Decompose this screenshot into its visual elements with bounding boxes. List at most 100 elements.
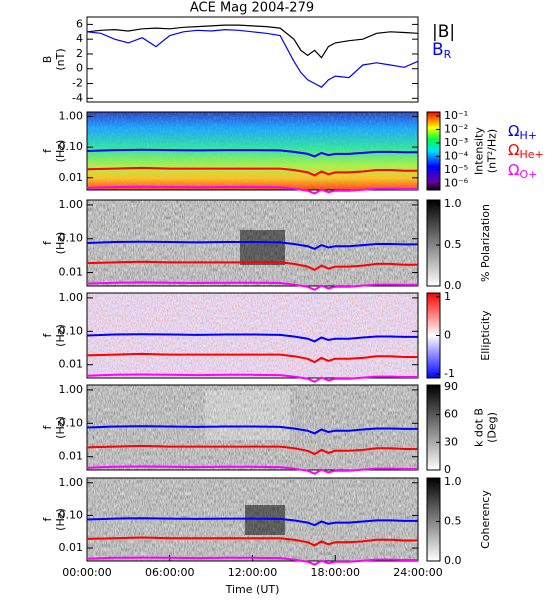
data-line — [86, 240, 418, 251]
colorbar-tick-label: 0.0 — [444, 279, 462, 292]
y-axis-label: (Hz) — [54, 416, 67, 439]
colorbar-tick-label: 0.5 — [444, 238, 462, 251]
y-tick-label: 0.10 — [59, 416, 84, 429]
colorbar-tick-label: 10⁻³ — [444, 136, 468, 149]
y-tick-label: 1.00 — [59, 198, 84, 211]
data-line — [86, 517, 418, 527]
data-line — [86, 556, 418, 566]
y-tick-label: 1.00 — [59, 291, 84, 304]
data-line — [86, 444, 418, 456]
y-tick-label: 0.10 — [59, 232, 84, 245]
y-tick-label: 0.01 — [59, 171, 84, 184]
plot-frame — [86, 16, 419, 103]
colorbar-tick-label: 0 — [444, 463, 451, 476]
colorbar — [426, 477, 441, 562]
y-tick-label: 4 — [76, 32, 83, 45]
data-line — [86, 352, 418, 364]
y-tick-label: 0.10 — [59, 140, 84, 153]
y-tick-label: 0 — [76, 62, 83, 75]
data-line — [86, 536, 418, 547]
x-tick-label: 06:00:00 — [145, 566, 194, 579]
colorbar-label: (nT²/Hz) — [486, 129, 499, 173]
data-line — [86, 333, 418, 343]
colorbar-tick-label: 0.5 — [444, 514, 462, 527]
legend-entry: |B| — [432, 22, 455, 42]
y-tick-label: 1.00 — [59, 476, 84, 489]
legend-subscript: He+ — [519, 148, 543, 161]
y-tick-label: 2 — [76, 47, 83, 60]
y-axis-label: (Hz) — [54, 508, 67, 531]
colorbar-tick-label: 1 — [444, 290, 451, 303]
chart-title: ACE Mag 2004-279 — [190, 1, 314, 16]
legend-name: |B| — [432, 22, 455, 42]
x-axis-label: Time (UT) — [225, 583, 280, 596]
y-tick-label: 0.01 — [59, 450, 84, 463]
y-tick-label: 0.01 — [59, 266, 84, 279]
colorbar-tick-label: 0.0 — [444, 554, 462, 567]
colorbar-tick-label: 10⁻⁴ — [444, 149, 469, 162]
legend-entry: ΩH+ — [508, 122, 537, 143]
legend-subscript: H+ — [519, 129, 537, 142]
data-line — [86, 24, 419, 59]
legend-entry: BR — [432, 40, 452, 61]
y-tick-label: 0.10 — [59, 324, 84, 337]
y-axis-label: f — [41, 240, 54, 245]
data-line — [86, 166, 418, 177]
legend-name: Ω — [508, 122, 519, 140]
colorbar — [426, 384, 441, 471]
x-tick-label: 24:00:00 — [393, 566, 442, 579]
y-tick-label: 6 — [76, 17, 83, 30]
colorbar-label: % Polarization — [479, 204, 492, 282]
colorbar-tick-label: 10⁻⁵ — [444, 163, 468, 176]
y-tick-label: -2 — [72, 77, 83, 90]
colorbar-tick-label: 60 — [444, 408, 458, 421]
data-line — [86, 281, 418, 291]
x-tick-label: 00:00:00 — [62, 566, 111, 579]
legend-subscript: O+ — [519, 168, 537, 181]
y-tick-label: 0.01 — [59, 541, 84, 554]
colorbar — [426, 199, 441, 287]
y-tick-label: -4 — [72, 91, 83, 104]
y-axis-label: B — [41, 56, 54, 64]
x-tick-label: 12:00:00 — [228, 566, 277, 579]
colorbar-tick-label: 90 — [444, 380, 458, 393]
y-axis-label: (Hz) — [54, 232, 67, 255]
y-tick-label: 1.00 — [59, 383, 84, 396]
colorbar — [426, 111, 441, 191]
y-axis-label: f — [41, 148, 54, 153]
colorbar-label: (Deg) — [486, 412, 499, 443]
y-axis-label: f — [41, 424, 54, 429]
y-tick-label: 1.00 — [59, 109, 84, 122]
data-line — [86, 185, 418, 195]
data-line — [86, 260, 418, 272]
colorbar-tick-label: 10⁻⁶ — [444, 176, 469, 189]
data-line — [86, 148, 418, 158]
y-axis-label: f — [41, 516, 54, 521]
colorbar-tick-label: 0 — [444, 329, 451, 342]
colorbar-label: k dot B — [473, 408, 486, 447]
y-tick-label: 0.01 — [59, 358, 84, 371]
colorbar-tick-label: 1.0 — [444, 475, 462, 488]
data-line — [86, 465, 418, 475]
x-tick-label: 18:00:00 — [311, 566, 360, 579]
legend-entry: ΩHe+ — [508, 141, 544, 162]
colorbar-tick-label: 10⁻² — [444, 122, 468, 135]
y-tick-label: 0.10 — [59, 508, 84, 521]
y-axis-label: f — [41, 332, 54, 337]
y-axis-label: (nT) — [54, 48, 67, 70]
data-line — [86, 28, 419, 88]
colorbar-label: Ellipticity — [479, 310, 492, 361]
legend-name: B — [432, 40, 444, 60]
legend-entry: ΩO+ — [508, 161, 537, 182]
colorbar-tick-label: 1.0 — [444, 197, 462, 210]
colorbar-label: Intensity — [473, 127, 486, 175]
legend-name: Ω — [508, 161, 519, 179]
colorbar-tick-label: -1 — [444, 367, 455, 380]
data-line — [86, 373, 418, 383]
colorbar-label: Coherency — [479, 490, 492, 549]
legend-name: Ω — [508, 141, 519, 159]
colorbar-tick-label: 30 — [444, 435, 458, 448]
y-axis-label: (Hz) — [54, 324, 67, 347]
